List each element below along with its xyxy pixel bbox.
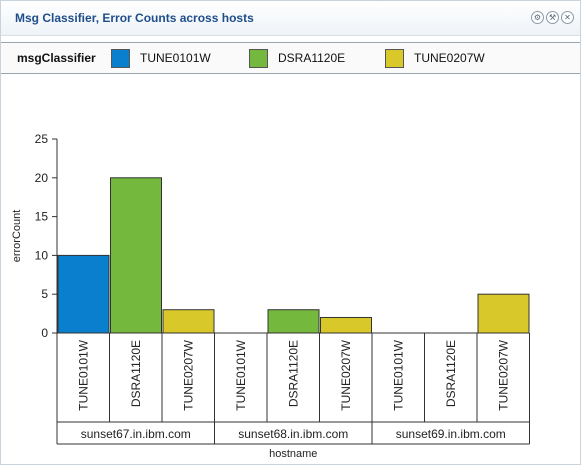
y-tick-label: 5 (41, 287, 48, 301)
panel-title: Msg Classifier, Error Counts across host… (15, 11, 254, 25)
bar (477, 293, 530, 334)
x-category-label: TUNE0207W (339, 339, 353, 410)
x-axis-title: hostname (269, 448, 317, 460)
x-group-label: sunset68.in.ibm.com (238, 427, 348, 441)
wrench-icon[interactable]: ⚒ (546, 11, 559, 24)
close-icon[interactable]: ✕ (561, 11, 574, 24)
x-category-label: TUNE0207W (496, 339, 510, 410)
y-tick-label: 10 (35, 248, 49, 262)
x-category-label: DSRA1120E (129, 340, 143, 407)
bar (110, 177, 162, 334)
bar (267, 309, 320, 334)
x-category-label: TUNE0101W (391, 339, 405, 410)
bar-chart: 0 5 10 15 20 25 errorCount TUNE0101W DSRA1120E TU… (11, 132, 530, 460)
legend-swatch (249, 48, 268, 68)
y-tick-label: 0 (41, 326, 48, 340)
x-category-label: TUNE0207W (181, 339, 195, 410)
x-category-label: TUNE0101W (234, 339, 248, 410)
panel-titlebar: Msg Classifier, Error Counts across host… (1, 1, 580, 36)
legend-item-dsra1120e: DSRA1120E (249, 48, 345, 68)
x-category-label: DSRA1120E (286, 340, 300, 407)
legend-swatch (385, 48, 404, 68)
legend-item-tune0207w: TUNE0207W (385, 48, 485, 68)
legend-title: msgClassifier (17, 51, 96, 65)
y-tick-label: 20 (35, 171, 49, 185)
legend-swatch (111, 48, 130, 68)
bar (320, 316, 372, 334)
y-tick-label: 25 (35, 132, 49, 146)
x-category-label: DSRA1120E (444, 340, 458, 407)
legend-label: DSRA1120E (278, 51, 346, 65)
bar (57, 254, 110, 334)
y-tick-label: 15 (35, 210, 49, 224)
panel-tools: ⚙ ⚒ ✕ (531, 11, 574, 24)
settings-icon[interactable]: ⚙ (531, 11, 544, 24)
legend-label: TUNE0207W (414, 51, 485, 65)
legend: msgClassifier TUNE0101W DSRA1120E TUNE02… (1, 42, 580, 74)
legend-item-tune0101w: TUNE0101W (111, 48, 211, 68)
y-axis-title: errorCount (11, 210, 23, 263)
x-category-label: TUNE0101W (76, 339, 90, 410)
bar (162, 309, 215, 334)
x-group-label: sunset69.in.ibm.com (396, 427, 506, 441)
legend-label: TUNE0101W (140, 51, 211, 65)
x-group-label: sunset67.in.ibm.com (81, 427, 191, 441)
